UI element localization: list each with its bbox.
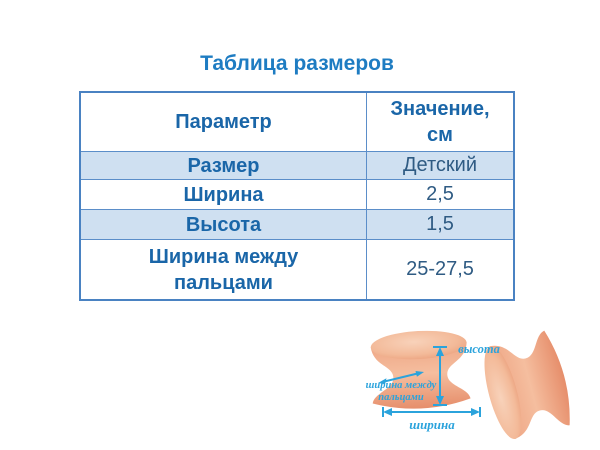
- toe-separator-illustration: [369, 328, 577, 444]
- table-row-width: Ширина 2,5: [81, 179, 513, 209]
- table-row-size: Размер Детский: [81, 151, 513, 179]
- page-title: Таблица размеров: [200, 52, 394, 75]
- between-toes-dimension-arrow: [378, 371, 424, 384]
- table-row-between-toes: Ширина между пальцами 25-27,5: [81, 239, 513, 299]
- row-label-between-toes: Ширина между пальцами: [81, 240, 367, 299]
- row-value-height: 1,5: [426, 213, 454, 235]
- width-dimension-arrow: [382, 407, 481, 417]
- row-label-size: Размер: [81, 152, 367, 179]
- size-table: Параметр Значение, см Размер Детский Шир…: [79, 91, 515, 301]
- column-header-value: Значение, см: [390, 98, 490, 146]
- height-dimension-label: высота: [458, 342, 500, 356]
- table-header-row: Параметр Значение, см: [81, 93, 513, 151]
- row-label-width: Ширина: [81, 180, 367, 209]
- product-diagram: высота ширина между пальцами ширина: [340, 318, 592, 448]
- row-value-size: Детский: [402, 154, 478, 176]
- width-dimension-label: ширина: [409, 417, 455, 432]
- row-value-between-toes: 25-27,5: [406, 258, 474, 280]
- row-label-height: Высота: [81, 210, 367, 239]
- table-row-height: Высота 1,5: [81, 209, 513, 239]
- row-value-width: 2,5: [426, 183, 454, 205]
- height-dimension-arrow: [433, 346, 447, 406]
- column-header-parameter: Параметр: [81, 93, 367, 151]
- between-toes-dimension-label: ширина между пальцами: [365, 380, 437, 403]
